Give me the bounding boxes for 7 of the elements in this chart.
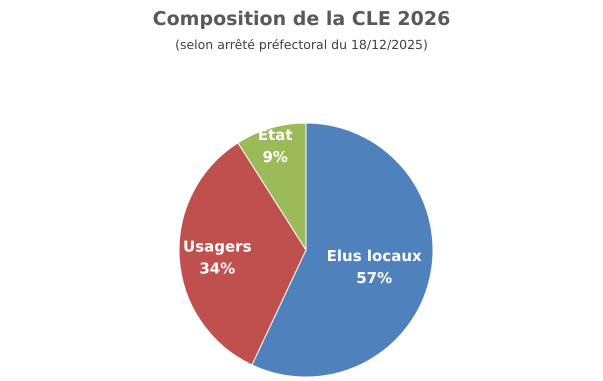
data-label: 57% — [356, 269, 392, 288]
slice-label: Usagers — [183, 238, 252, 256]
chart-subtitle: (selon arrêté préfectoral du 18/12/2025) — [174, 37, 429, 52]
slice-label: Elus locaux — [326, 247, 422, 266]
data-label: 9% — [262, 148, 288, 166]
chart-title: Composition de la CLE 2026 — [152, 8, 452, 30]
data-label: 34% — [199, 260, 236, 278]
